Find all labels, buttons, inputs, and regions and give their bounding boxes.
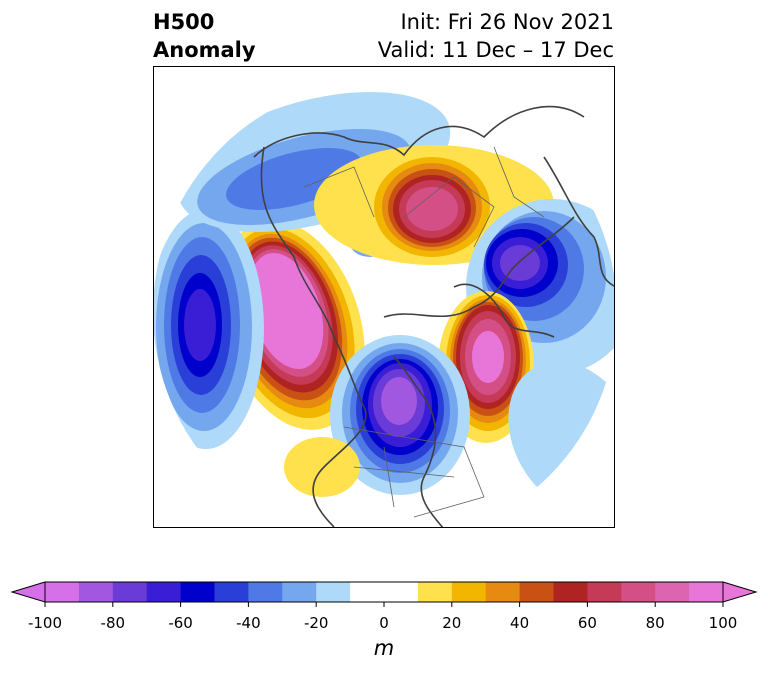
colorbar-cell xyxy=(485,582,521,602)
colorbar-cell xyxy=(417,582,453,602)
colorbar-cell xyxy=(587,582,622,602)
colorbar-tick-label: 80 xyxy=(645,614,665,632)
anomaly-sw-us-ridge xyxy=(284,437,360,497)
colorbar-cell xyxy=(180,582,215,602)
colorbar-under-arrow xyxy=(10,581,46,603)
colorbar-cell xyxy=(248,582,283,602)
map-title: H500 Anomaly xyxy=(153,8,256,64)
borders xyxy=(303,146,545,518)
colorbar-cell xyxy=(621,582,656,602)
colorbar-tick-label: -100 xyxy=(27,614,63,632)
anomaly-pacific-low xyxy=(154,209,264,449)
colorbar-tick-label: 100 xyxy=(708,614,738,632)
colorbar-tick-label: -80 xyxy=(100,614,126,632)
colorbar-tick-label: -20 xyxy=(303,614,329,632)
anomaly-canada-low xyxy=(330,335,470,495)
colorbar-tick-label: -60 xyxy=(168,614,193,632)
colorbar-cell xyxy=(146,582,182,602)
colorbar-cell xyxy=(689,582,724,602)
colorbar-cell xyxy=(316,582,351,602)
title-variable: H500 xyxy=(153,10,215,34)
colorbar-cell xyxy=(451,582,487,602)
colorbar-over-arrow xyxy=(722,581,758,603)
colorbar-tick-label: 20 xyxy=(442,614,462,632)
colorbar-cell xyxy=(655,582,690,602)
colorbar-cell xyxy=(384,582,419,602)
colorbar-tick-label: 60 xyxy=(577,614,597,632)
colorbar-cell xyxy=(553,582,588,602)
anomaly-russia-low xyxy=(466,199,614,375)
colorbar xyxy=(10,581,758,607)
anomaly-map xyxy=(154,92,614,527)
coastlines xyxy=(253,105,614,527)
colorbar-unit: m xyxy=(373,636,395,660)
init-date: Init: Fri 26 Nov 2021 xyxy=(400,10,614,34)
colorbar-cell xyxy=(78,582,114,602)
colorbar-cell xyxy=(112,582,148,602)
colorbar-cell xyxy=(282,582,317,602)
colorbar-cell xyxy=(45,582,80,602)
title-subtitle: Anomaly xyxy=(153,38,256,62)
date-block: Init: Fri 26 Nov 2021 Valid: 11 Dec – 17… xyxy=(378,8,614,64)
colorbar-tick-label: 0 xyxy=(379,614,389,632)
colorbar-cell xyxy=(350,582,385,602)
map-panel xyxy=(153,66,615,528)
colorbar-cell xyxy=(214,582,249,602)
valid-range: Valid: 11 Dec – 17 Dec xyxy=(377,38,614,62)
colorbar-tick-label: 40 xyxy=(510,614,530,632)
colorbar-tick-label: -40 xyxy=(236,614,261,632)
colorbar-cell xyxy=(519,582,554,602)
